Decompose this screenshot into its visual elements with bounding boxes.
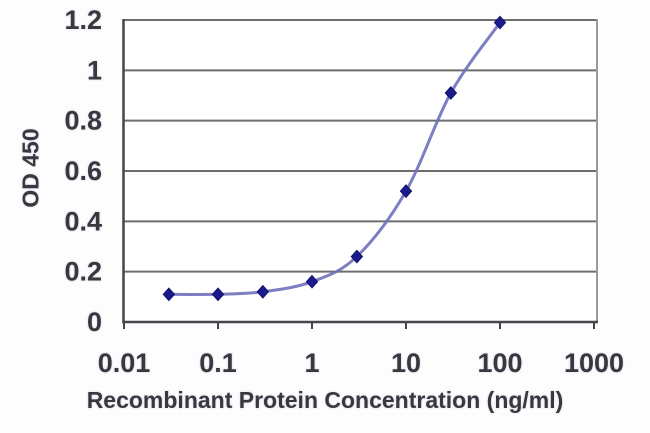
- x-tick-label: 100: [477, 348, 522, 378]
- data-point-marker: [211, 287, 225, 302]
- x-tick-label: 1: [304, 348, 319, 378]
- y-tick-label: 0.6: [64, 156, 102, 186]
- y-tick-label: 0: [87, 307, 102, 337]
- x-tick-label: 1000: [564, 348, 624, 378]
- data-point-marker: [399, 184, 413, 199]
- x-tick-label: 0.01: [98, 348, 151, 378]
- data-point-marker: [444, 86, 458, 100]
- y-tick-label: 0.2: [64, 257, 102, 287]
- y-tick-label: 1: [87, 55, 102, 85]
- x-tick-label: 10: [391, 348, 421, 378]
- data-point-marker: [162, 287, 176, 302]
- x-axis-title: Recombinant Protein Concentration (ng/ml…: [86, 387, 564, 413]
- y-tick-label: 0.4: [64, 206, 102, 236]
- y-tick-label: 1.2: [64, 5, 102, 35]
- data-point-marker: [493, 15, 507, 30]
- y-tick-label: 0.8: [64, 106, 102, 136]
- data-point-marker: [305, 274, 319, 289]
- data-point-marker: [350, 249, 364, 264]
- data-point-marker: [256, 284, 270, 299]
- x-tick-label: 0.1: [199, 348, 237, 378]
